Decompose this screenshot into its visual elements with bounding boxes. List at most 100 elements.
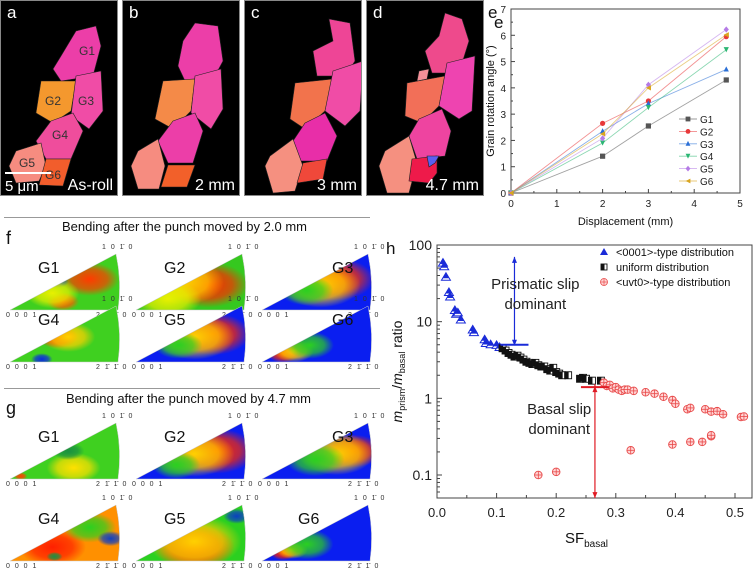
point-uniform-fill — [588, 377, 593, 385]
point-g1 — [723, 77, 729, 83]
x-tick-label-e: 1 — [554, 199, 560, 210]
line-g3 — [510, 69, 727, 194]
ipf-g-g2: G2 1 0 1̄ 0 0 0 0 1 2 1̄ 1̄ 0 — [132, 413, 258, 499]
point-uniform-fill — [579, 374, 584, 382]
ipf-f-g3: G31 0 1̄ 00 0 0 12 1̄ 1̄ 0 — [258, 244, 384, 330]
ipf-outline — [261, 305, 372, 363]
point-g2 — [600, 120, 606, 126]
grain-label-g3: G3 — [78, 94, 95, 108]
grain-label-g1: G1 — [79, 44, 96, 58]
point-g4 — [645, 104, 651, 111]
legend-label-h: <uvt0>-type distribution — [616, 277, 730, 289]
ebsd-panel-c: c 3 mm — [244, 0, 362, 196]
ipf-triangle — [261, 305, 372, 363]
ipf-g-g5: G5 1 0 1̄ 0 0 0 0 1 2 1̄ 1̄ 0 — [132, 495, 258, 583]
legend-label-g2: G2 — [700, 127, 714, 138]
ebsd-panel-a: a G1 G2 G3 G4 G5 G6 5 μm As-roll — [0, 0, 118, 196]
ipf-outline — [135, 305, 246, 363]
point-g6 — [645, 85, 651, 91]
point-uniform-fill — [555, 370, 560, 378]
ipf-label-left: 0 0 0 1 — [258, 563, 290, 570]
x-tick-label-h: 0.1 — [488, 505, 506, 520]
y-tick-label-e: 7 — [500, 5, 506, 16]
ipf-grain-label: G3 — [332, 429, 354, 446]
ipf-label-right: 2 1̄ 1̄ 0 — [348, 364, 380, 371]
point-uniform-fill — [502, 347, 507, 355]
y-tick-label-e: 4 — [500, 84, 506, 95]
point-uniform-fill — [534, 361, 539, 369]
panel-letter-c: c — [251, 3, 260, 22]
point-g1 — [645, 123, 651, 129]
ipf-grain-label: G4 — [38, 511, 60, 528]
legend-label-g3: G3 — [700, 140, 714, 151]
ipf-label-top: 1 0 1̄ 0 — [354, 495, 386, 502]
ipf-grain-label: G1 — [38, 260, 60, 277]
ipf-label-top: 1 0 1̄ 0 — [102, 296, 134, 303]
ipf-label-right: 2 1̄ 1̄ 0 — [96, 481, 128, 488]
ipf-intensity-blob — [285, 442, 345, 477]
ipf-grain-label: G4 — [38, 312, 60, 329]
ipf-label-left: 0 0 0 1 — [6, 312, 38, 319]
x-tick-label-e: 5 — [737, 199, 743, 210]
point-uniform-fill — [499, 344, 504, 352]
ipf-intensity-blob — [223, 508, 246, 524]
ipf-triangle — [9, 422, 120, 480]
point-g6 — [508, 190, 514, 196]
ebsd-map-d — [378, 12, 476, 194]
ebsd-map-c — [264, 18, 361, 194]
y-label-slash: / — [389, 385, 405, 389]
ipf-label-top: 1 0 1̄ 0 — [228, 244, 260, 251]
section-divider-f — [4, 217, 370, 218]
ipf-outline — [261, 504, 372, 562]
line-g5 — [510, 29, 727, 194]
point-uniform-fill — [537, 363, 542, 371]
ipf-intensity-blob — [147, 514, 242, 561]
point-uniform-fill — [519, 356, 524, 364]
y-label-sub2: basal — [397, 352, 407, 374]
ipf-grain-label: G5 — [164, 312, 186, 329]
y-tick-label-h: 100 — [409, 237, 433, 253]
ipf-outline — [9, 504, 120, 562]
ipf-label-top: 1 0 1̄ 0 — [228, 296, 260, 303]
point-0001-type-fill — [457, 316, 465, 322]
series-g6: G6 — [508, 32, 729, 196]
panel-caption-d: 4.7 mm — [425, 177, 479, 194]
ipf-grain-label: G2 — [164, 429, 186, 446]
ipf-outline — [9, 253, 120, 311]
ipf-triangle — [9, 253, 120, 311]
ipf-grain-label: G1 — [38, 429, 60, 446]
ebsd-map-b — [130, 22, 224, 190]
ipf-g-g1: G1 1 0 1̄ 0 0 0 0 1 2 1̄ 1̄ 0 — [6, 413, 132, 499]
x-axis-label-e: Displacement (mm) — [578, 216, 673, 228]
y-tick-label-e: 1 — [500, 163, 506, 174]
ipf-intensity-blob — [97, 531, 120, 547]
point-g6 — [723, 32, 729, 38]
series-h-0: <0001>-type distribution — [437, 247, 734, 352]
annotation-prismatic: Prismatic slip dominant — [491, 256, 580, 346]
ipf-intensity-blob — [46, 452, 101, 479]
y-tick-label-e: 3 — [500, 110, 506, 121]
x-tick-label-h: 0.4 — [666, 505, 684, 520]
section-title-g: Bending after the punch moved by 4.7 mm — [66, 391, 311, 406]
ipf-outline — [9, 422, 120, 480]
point-0001-type-fill — [445, 288, 453, 294]
ipf-triangle — [9, 504, 120, 562]
ipf-grain-label: G5 — [164, 511, 186, 528]
ipf-g-g4: G4 1 0 1̄ 0 0 0 0 1 2 1̄ 1̄ 0 — [6, 495, 132, 583]
ipf-intensity-blob — [31, 353, 53, 362]
ipf-label-right: 2 1̄ 1̄ 0 — [222, 563, 254, 570]
section-letter-g: g — [6, 398, 17, 418]
grain-label-g5: G5 — [19, 156, 36, 170]
annotation-arrowhead — [592, 492, 598, 499]
ipf-f-g4: G4 1 0 1̄ 0 0 0 0 1 2 1̄ 1̄ 0 — [6, 296, 132, 384]
ipf-label-top: 1 0 1̄ 0 — [354, 413, 386, 420]
point-uniform-fill — [513, 352, 518, 360]
ipf-label-right: 2 1̄ 1̄ 0 — [348, 481, 380, 488]
ipf-grain-label: G6 — [298, 511, 320, 528]
y-axis-label-h: mprism/mbasal ratio — [389, 320, 407, 422]
point-uniform-fill — [540, 363, 545, 371]
ipf-outline — [9, 305, 120, 363]
ipf-f-g2: G21 0 1̄ 00 0 0 12 1̄ 1̄ 0 — [132, 244, 258, 330]
ipf-outline — [135, 422, 246, 480]
point-g4 — [600, 140, 606, 146]
